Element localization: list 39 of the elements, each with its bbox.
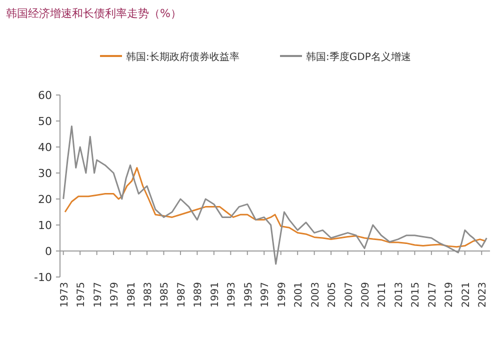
chart-title: 韩国经济增速和长债利率走势（%） <box>6 7 182 20</box>
y-tick-label: 20 <box>38 193 52 206</box>
x-tick-label: 1991 <box>210 282 221 308</box>
x-tick-label: 2013 <box>394 282 405 308</box>
y-tick-label: 50 <box>38 115 52 128</box>
x-tick-label: 2021 <box>460 282 472 308</box>
line-series <box>62 125 488 265</box>
x-tick-label: 2001 <box>294 282 305 308</box>
x-tick-label: 1979 <box>110 282 121 308</box>
x-tick-label: 2003 <box>310 282 322 308</box>
x-tick-label: 2005 <box>327 282 338 308</box>
x-tick-label: 1985 <box>160 282 171 308</box>
legend-label: 韩国:长期政府债券收益率 <box>126 51 240 63</box>
x-tick-label: 1997 <box>260 282 272 308</box>
x-tick-label: 1977 <box>92 282 104 308</box>
x-tick-label: 2009 <box>360 282 372 308</box>
y-tick-label: 40 <box>38 141 52 154</box>
x-tick-label: 1999 <box>276 282 288 308</box>
x-tick-label: 1983 <box>143 282 154 308</box>
legend-label: 韩国:季度GDP名义增速 <box>306 51 411 63</box>
x-tick-label: 2017 <box>427 282 438 308</box>
y-tick-label: 30 <box>38 167 52 180</box>
x-tick-label: 2015 <box>410 282 422 308</box>
x-tick-label: 1993 <box>226 282 238 308</box>
x-tick-label: 2019 <box>444 282 456 308</box>
y-tick-label: 0 <box>45 245 52 258</box>
x-tick-label: 1995 <box>243 282 254 308</box>
y-tick-label: -10 <box>34 271 52 284</box>
line-series <box>64 167 487 248</box>
x-tick-label: 2007 <box>344 282 355 308</box>
x-tick-label: 2023 <box>478 282 489 308</box>
y-tick-label: 10 <box>38 219 52 232</box>
x-tick-label: 1981 <box>126 282 138 308</box>
x-tick-label: 1973 <box>59 282 70 308</box>
x-tick-label: 1989 <box>193 282 204 308</box>
x-tick-label: 1975 <box>76 282 88 308</box>
x-tick-label: 1987 <box>176 282 188 308</box>
x-tick-label: 2011 <box>377 282 388 308</box>
y-tick-label: 60 <box>38 89 52 102</box>
